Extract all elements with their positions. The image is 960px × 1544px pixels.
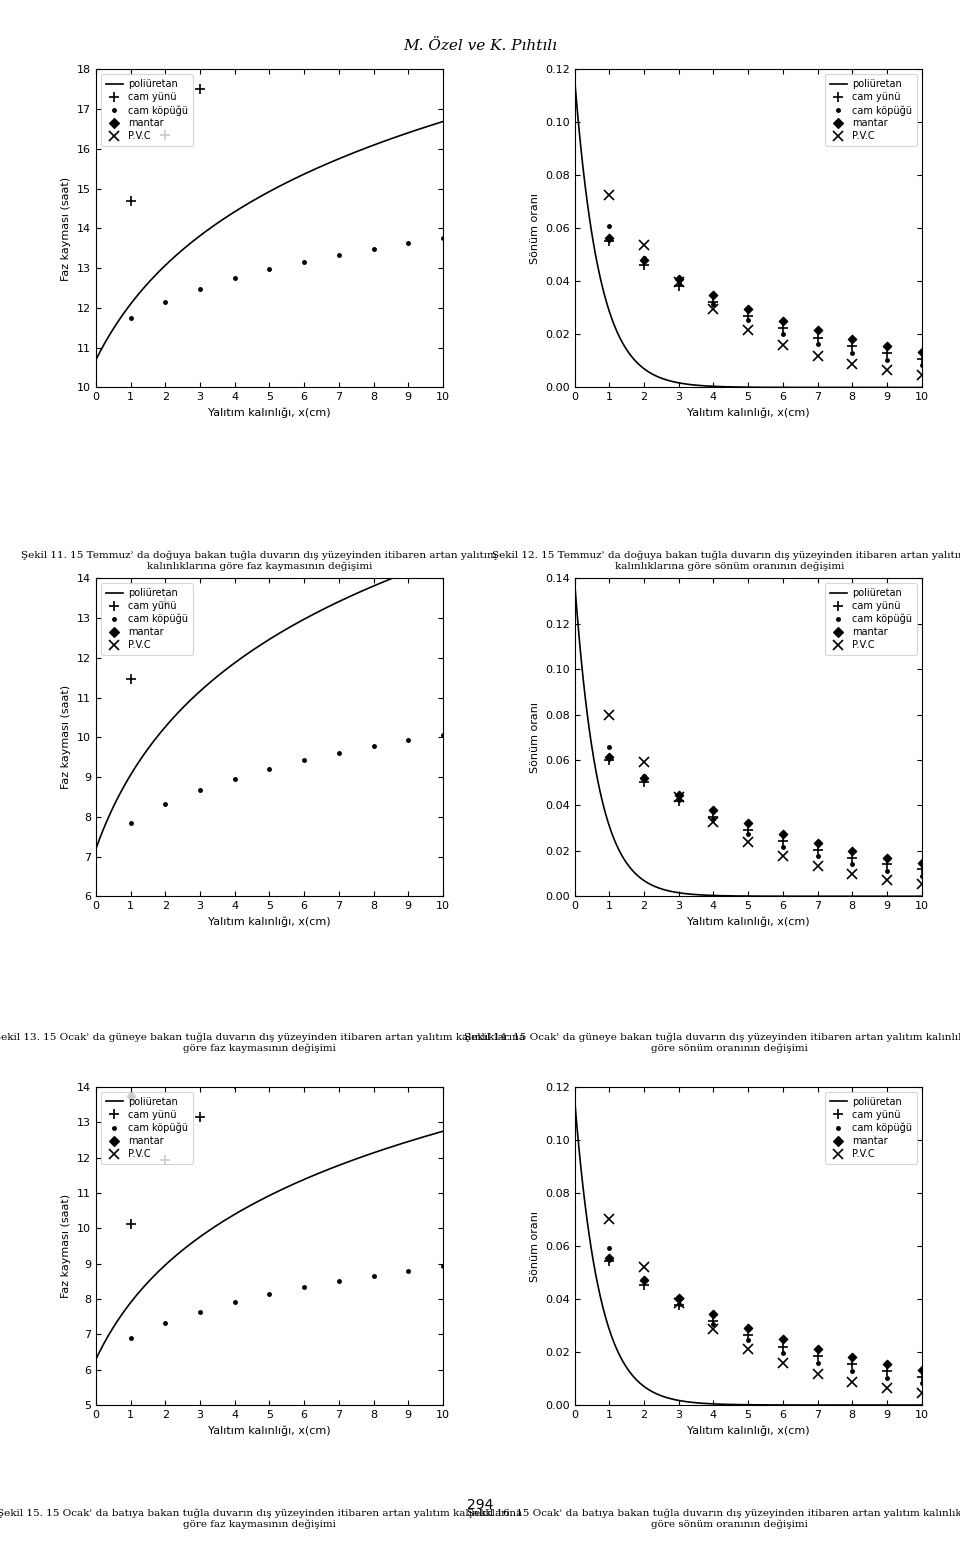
X-axis label: Yalıtım kalınlığı, x(cm): Yalıtım kalınlığı, x(cm) bbox=[686, 917, 809, 926]
Legend: poliüretan, cam yünü, cam köpüğü, mantar, P.V.C: poliüretan, cam yünü, cam köpüğü, mantar… bbox=[825, 74, 917, 147]
Text: M. Özel ve K. Pıhtılı: M. Özel ve K. Pıhtılı bbox=[403, 39, 557, 52]
X-axis label: Yalıtım kalınlığı, x(cm): Yalıtım kalınlığı, x(cm) bbox=[208, 408, 331, 418]
Text: Şekil 15. 15 Ocakʾ da batıya bakan tuğla duvarın dış yüzeyinden itibaren artan y: Şekil 15. 15 Ocakʾ da batıya bakan tuğla… bbox=[0, 1508, 522, 1529]
X-axis label: Yalıtım kalınlığı, x(cm): Yalıtım kalınlığı, x(cm) bbox=[686, 1425, 809, 1436]
X-axis label: Yalıtım kalınlığı, x(cm): Yalıtım kalınlığı, x(cm) bbox=[208, 1425, 331, 1436]
Legend: poliüretan, cam yünü, cam köpüğü, mantar, P.V.C: poliüretan, cam yünü, cam köpüğü, mantar… bbox=[825, 1092, 917, 1164]
Legend: poliüretan, cam yünü, cam köpüğü, mantar, P.V.C: poliüretan, cam yünü, cam köpüğü, mantar… bbox=[825, 584, 917, 655]
X-axis label: Yalıtım kalınlığı, x(cm): Yalıtım kalınlığı, x(cm) bbox=[208, 917, 331, 926]
Text: Şekil 14. 15 Ocakʾ da güneye bakan tuğla duvarın dış yüzeyinden itibaren artan y: Şekil 14. 15 Ocakʾ da güneye bakan tuğla… bbox=[464, 1033, 960, 1053]
Legend: poliüretan, cam yünü, cam köpüğü, mantar, P.V.C: poliüretan, cam yünü, cam köpüğü, mantar… bbox=[101, 1092, 193, 1164]
Legend: poliüretan, cam yünü, cam köpüğü, mantar, P.V.C: poliüretan, cam yünü, cam köpüğü, mantar… bbox=[101, 74, 193, 147]
Y-axis label: Sönüm oranı: Sönüm oranı bbox=[530, 193, 540, 264]
Y-axis label: Faz kayması (saat): Faz kayması (saat) bbox=[61, 686, 71, 789]
Legend: poliüretan, cam yünü, cam köpüğü, mantar, P.V.C: poliüretan, cam yünü, cam köpüğü, mantar… bbox=[101, 584, 193, 655]
Y-axis label: Faz kayması (saat): Faz kayması (saat) bbox=[61, 1194, 71, 1299]
X-axis label: Yalıtım kalınlığı, x(cm): Yalıtım kalınlığı, x(cm) bbox=[686, 408, 809, 418]
Y-axis label: Sönüm oranı: Sönüm oranı bbox=[530, 703, 540, 772]
Text: Şekil 16. 15 Ocakʾ da batıya bakan tuğla duvarın dış yüzeyinden itibaren artan y: Şekil 16. 15 Ocakʾ da batıya bakan tuğla… bbox=[467, 1508, 960, 1529]
Text: Şekil 12. 15 Temmuzʾ da doğuya bakan tuğla duvarın dış yüzeyinden itibaren artan: Şekil 12. 15 Temmuzʾ da doğuya bakan tuğ… bbox=[492, 551, 960, 571]
Text: Şekil 11. 15 Temmuzʾ da doğuya bakan tuğla duvarın dış yüzeyinden itibaren artan: Şekil 11. 15 Temmuzʾ da doğuya bakan tuğ… bbox=[21, 551, 497, 571]
Y-axis label: Faz kayması (saat): Faz kayması (saat) bbox=[61, 176, 71, 281]
Y-axis label: Sönüm oranı: Sönüm oranı bbox=[530, 1210, 540, 1282]
Text: 294: 294 bbox=[467, 1498, 493, 1513]
Text: Şekil 13. 15 Ocakʾ da güneye bakan tuğla duvarın dış yüzeyinden itibaren artan y: Şekil 13. 15 Ocakʾ da güneye bakan tuğla… bbox=[0, 1033, 525, 1053]
